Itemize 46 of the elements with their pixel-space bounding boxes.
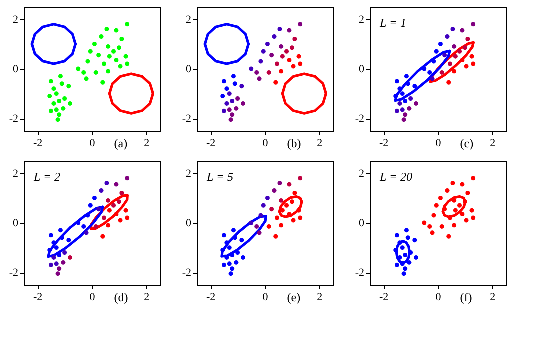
y-tick-label: 0 — [359, 64, 365, 76]
x-axis-title: (f) — [460, 290, 472, 304]
x-axis-title: (b) — [287, 136, 302, 150]
annotation: L = 1 — [379, 16, 407, 30]
y-tick-label: 2 — [13, 14, 18, 26]
x-tick-label: 0 — [262, 138, 269, 150]
x-tick-label: 2 — [144, 138, 150, 150]
x-tick-label: -2 — [206, 138, 216, 150]
y-tick-label: -2 — [9, 267, 18, 280]
y-tick-label: 0 — [13, 218, 19, 230]
y-tick-label: -2 — [182, 113, 192, 126]
y-tick-label: -2 — [182, 267, 192, 280]
annotation: L = 2 — [33, 170, 61, 184]
y-tick-label: 2 — [13, 168, 18, 180]
y-tick-label: -2 — [9, 113, 18, 126]
y-tick-label: 0 — [186, 218, 192, 230]
x-axis-title: (c) — [460, 136, 474, 150]
x-axis-title: (d) — [114, 290, 128, 304]
y-tick-label: 2 — [186, 14, 192, 26]
x-tick-label: 0 — [262, 292, 269, 304]
y-tick-label: 0 — [186, 64, 192, 76]
y-tick-label: 2 — [359, 168, 364, 180]
y-tick-label: 0 — [359, 218, 365, 230]
y-tick-label: 0 — [13, 64, 19, 76]
annotation: L = 5 — [206, 170, 234, 184]
x-tick-label: 2 — [317, 292, 323, 304]
x-tick-label: 0 — [436, 138, 442, 150]
x-tick-label: 0 — [90, 292, 96, 304]
x-tick-label: -2 — [34, 138, 43, 150]
x-tick-label: -2 — [206, 292, 216, 304]
x-tick-label: 2 — [490, 292, 496, 304]
annotation: L = 20 — [379, 170, 413, 184]
x-axis-title: (e) — [287, 290, 301, 304]
y-tick-label: -2 — [355, 113, 364, 126]
y-tick-label: 2 — [359, 14, 364, 26]
x-tick-label: -2 — [380, 292, 389, 304]
y-tick-label: 2 — [186, 168, 192, 180]
x-tick-label: 2 — [317, 138, 323, 150]
y-tick-label: -2 — [355, 267, 364, 280]
x-tick-label: -2 — [34, 292, 43, 304]
x-axis-title: (a) — [114, 136, 128, 150]
x-tick-label: 2 — [490, 138, 496, 150]
x-tick-label: -2 — [380, 138, 389, 150]
x-tick-label: 0 — [90, 138, 96, 150]
x-tick-label: 2 — [144, 292, 150, 304]
x-tick-label: 0 — [436, 292, 442, 304]
